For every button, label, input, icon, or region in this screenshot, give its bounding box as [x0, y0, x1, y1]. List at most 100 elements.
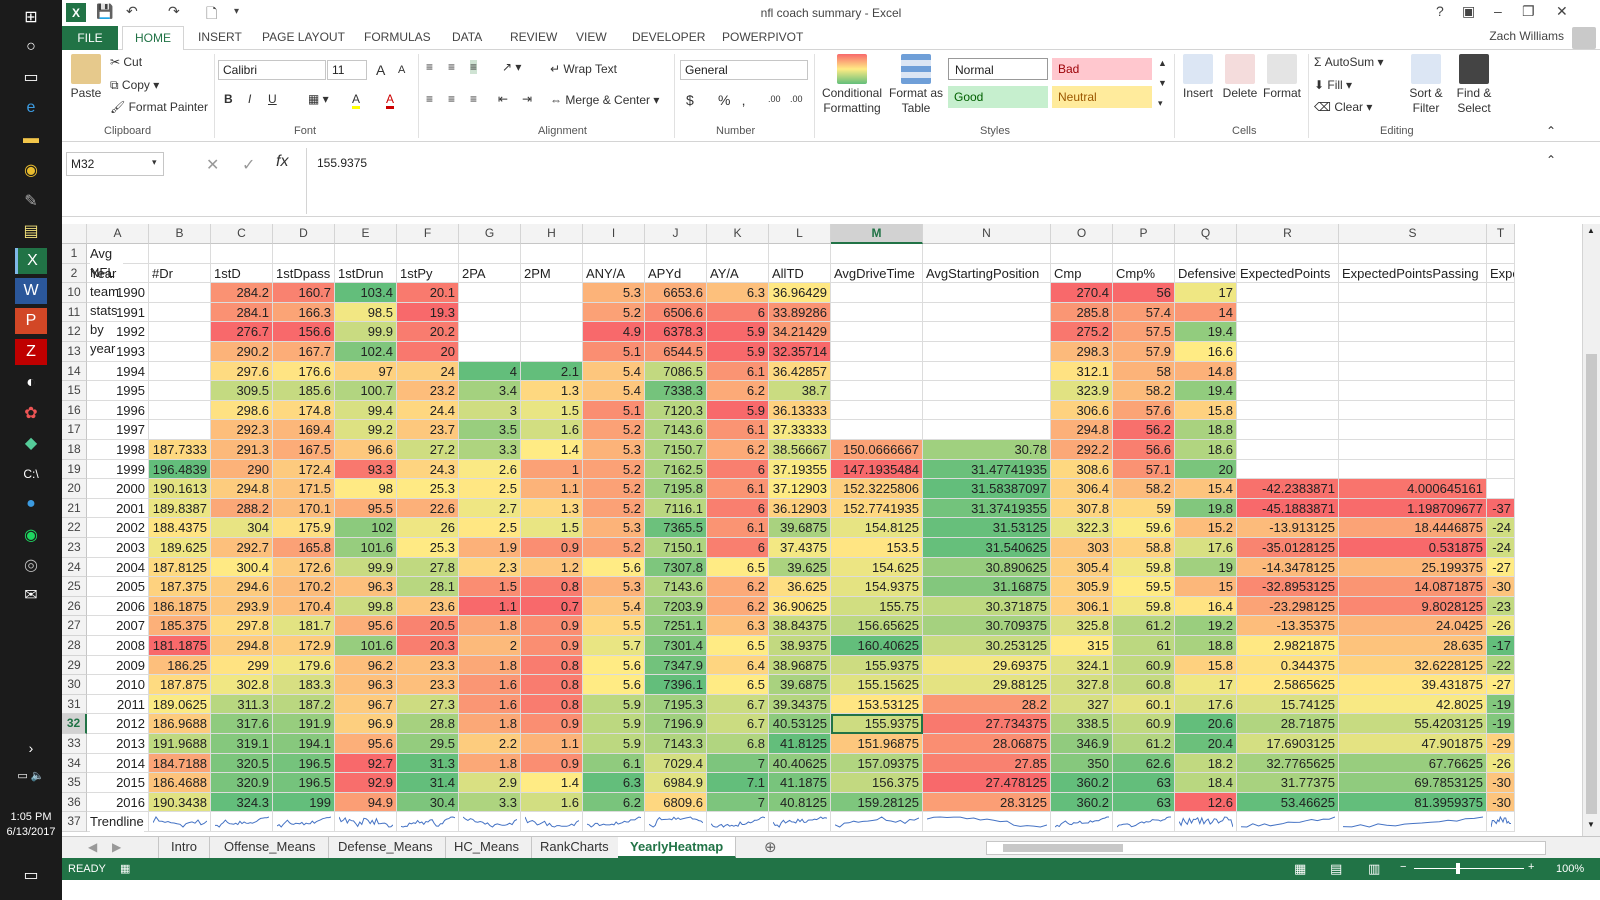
cell-p34[interactable]: 62.6: [1113, 753, 1175, 774]
paste-button[interactable]: Paste: [68, 54, 104, 101]
cell-b23[interactable]: 189.625: [149, 538, 211, 558]
cell-a2[interactable]: Year: [87, 263, 149, 284]
align-bottom-icon[interactable]: ≡: [470, 60, 478, 74]
cell-r26[interactable]: -23.298125: [1237, 596, 1339, 617]
cell-q17[interactable]: 18.8: [1175, 420, 1237, 440]
cell-c31[interactable]: 311.3: [211, 694, 273, 715]
cell-h18[interactable]: 1.4: [521, 440, 583, 460]
cell-f24[interactable]: 27.8: [397, 557, 459, 578]
row-header-11[interactable]: 11: [62, 302, 87, 323]
font-size-select[interactable]: 11: [327, 60, 367, 80]
cell-t26[interactable]: -23: [1487, 596, 1515, 617]
cell-t35[interactable]: -30: [1487, 773, 1515, 793]
cell-m15[interactable]: [831, 381, 923, 401]
cell-i31[interactable]: 5.9: [583, 694, 645, 715]
cell-r12[interactable]: [1237, 322, 1339, 342]
cell-q36[interactable]: 12.6: [1175, 792, 1237, 813]
cell-p12[interactable]: 57.5: [1113, 322, 1175, 342]
cell-c11[interactable]: 284.1: [211, 302, 273, 323]
windows-start-icon[interactable]: ⊞: [24, 9, 38, 26]
cell-f1[interactable]: [397, 244, 459, 264]
align-right-icon[interactable]: ≡: [470, 92, 478, 106]
cell-t30[interactable]: -27: [1487, 675, 1515, 695]
cell-b22[interactable]: 188.4375: [149, 518, 211, 538]
cell-g15[interactable]: 3.4: [459, 381, 521, 401]
cell-k31[interactable]: 6.7: [707, 694, 769, 715]
cell-p27[interactable]: 61.2: [1113, 616, 1175, 636]
row-header-31[interactable]: 31: [62, 694, 87, 715]
cell-i33[interactable]: 5.9: [583, 734, 645, 754]
cell-n21[interactable]: 31.37419355: [923, 498, 1051, 519]
cell-q23[interactable]: 17.6: [1175, 538, 1237, 558]
cell-s25[interactable]: 14.0871875: [1339, 577, 1487, 597]
cell-k34[interactable]: 7: [707, 753, 769, 774]
cell-q33[interactable]: 20.4: [1175, 734, 1237, 754]
cell-p15[interactable]: 58.2: [1113, 381, 1175, 401]
cell-a13[interactable]: 1993: [87, 342, 149, 362]
cell-c1[interactable]: [211, 244, 273, 264]
cell-f2[interactable]: 1stPy: [397, 263, 459, 284]
powerpoint-icon[interactable]: P: [15, 308, 47, 334]
cell-s22[interactable]: 18.4446875: [1339, 518, 1487, 538]
cell-l18[interactable]: 38.56667: [769, 440, 831, 460]
decrease-decimal-button[interactable]: .00: [790, 94, 803, 104]
autosum-button[interactable]: Σ AutoSum ▾: [1314, 55, 1384, 69]
cell-t10[interactable]: [1487, 283, 1515, 303]
cell-g34[interactable]: 1.8: [459, 753, 521, 774]
chrome-icon[interactable]: ◉: [24, 162, 38, 179]
cell-k18[interactable]: 6.2: [707, 440, 769, 460]
cell-k22[interactable]: 6.1: [707, 518, 769, 538]
cell-i26[interactable]: 5.4: [583, 596, 645, 617]
cell-l10[interactable]: 36.96429: [769, 283, 831, 303]
cell-b15[interactable]: [149, 381, 211, 401]
help-button[interactable]: ?: [1436, 3, 1444, 19]
cell-q28[interactable]: 18.8: [1175, 636, 1237, 656]
cell-q25[interactable]: 15: [1175, 577, 1237, 597]
merge-center-button[interactable]: ⇔ Merge & Center ▾: [550, 93, 660, 107]
cell-k32[interactable]: 6.7: [707, 714, 769, 734]
tab-data[interactable]: DATA: [452, 30, 483, 44]
cell-h21[interactable]: 1.3: [521, 498, 583, 519]
column-header-a[interactable]: A: [87, 224, 149, 244]
customize-qat-icon[interactable]: ▾: [234, 6, 240, 17]
cell-n27[interactable]: 30.709375: [923, 616, 1051, 636]
cell-p13[interactable]: 57.9: [1113, 342, 1175, 362]
cell-k24[interactable]: 6.5: [707, 557, 769, 578]
cell-d37[interactable]: [273, 812, 335, 832]
cell-h24[interactable]: 1.2: [521, 557, 583, 578]
horizontal-scrollbar-thumb[interactable]: [1003, 844, 1123, 852]
cell-j15[interactable]: 7338.3: [645, 381, 707, 401]
cell-r32[interactable]: 28.71875: [1237, 714, 1339, 734]
cell-c23[interactable]: 292.7: [211, 538, 273, 558]
insert-function-icon[interactable]: fx: [276, 153, 289, 170]
cell-h31[interactable]: 0.8: [521, 694, 583, 715]
cell-j18[interactable]: 7150.7: [645, 440, 707, 460]
excel-icon[interactable]: X: [15, 248, 47, 274]
cell-l24[interactable]: 39.625: [769, 557, 831, 578]
cell-o13[interactable]: 298.3: [1051, 342, 1113, 362]
cell-o10[interactable]: 270.4: [1051, 283, 1113, 303]
cell-i29[interactable]: 5.6: [583, 655, 645, 676]
cell-h33[interactable]: 1.1: [521, 734, 583, 754]
cell-k33[interactable]: 6.8: [707, 734, 769, 754]
cell-d29[interactable]: 179.6: [273, 655, 335, 676]
cell-q21[interactable]: 19.8: [1175, 498, 1237, 519]
column-header-f[interactable]: F: [397, 224, 459, 244]
italic-button[interactable]: I: [248, 92, 252, 106]
cell-d16[interactable]: 174.8: [273, 400, 335, 421]
cell-t31[interactable]: -19: [1487, 694, 1515, 715]
cell-s10[interactable]: [1339, 283, 1487, 303]
cell-k27[interactable]: 6.3: [707, 616, 769, 636]
cell-n2[interactable]: AvgStartingPosition: [923, 263, 1051, 284]
column-header-r[interactable]: R: [1237, 224, 1339, 244]
cell-p1[interactable]: [1113, 244, 1175, 264]
cell-j14[interactable]: 7086.5: [645, 361, 707, 382]
cell-t1[interactable]: [1487, 244, 1515, 264]
column-header-k[interactable]: K: [707, 224, 769, 244]
cell-m17[interactable]: [831, 420, 923, 440]
cell-o11[interactable]: 285.8: [1051, 302, 1113, 323]
cell-a26[interactable]: 2006: [87, 596, 149, 617]
cell-s27[interactable]: 24.0425: [1339, 616, 1487, 636]
zoom-slider-thumb[interactable]: [1456, 863, 1460, 874]
cell-h26[interactable]: 0.7: [521, 596, 583, 617]
